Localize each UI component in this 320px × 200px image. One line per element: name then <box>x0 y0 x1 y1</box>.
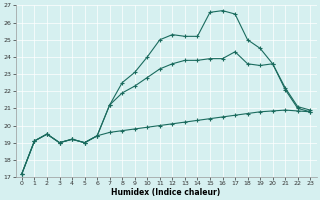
X-axis label: Humidex (Indice chaleur): Humidex (Indice chaleur) <box>111 188 221 197</box>
